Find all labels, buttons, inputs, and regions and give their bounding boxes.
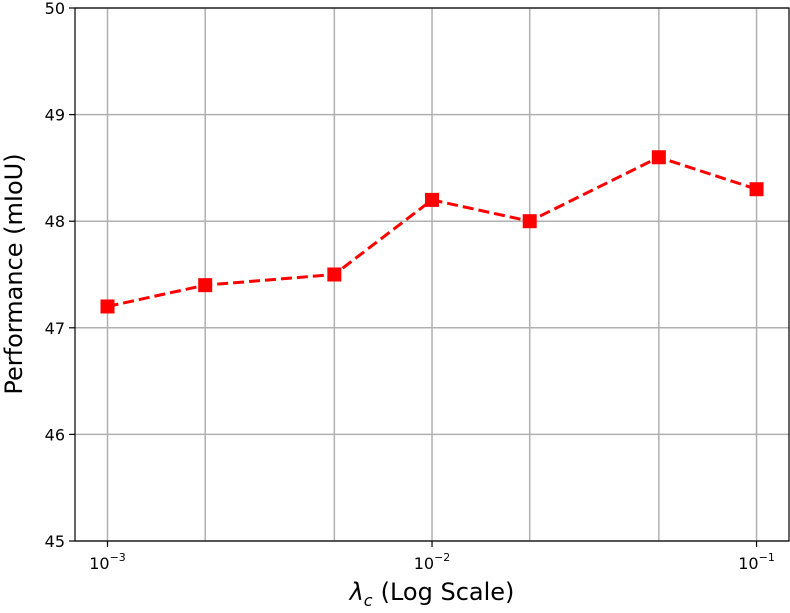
x-label-subscript: c — [364, 591, 373, 610]
x-tick-base: 10 — [738, 554, 758, 573]
y-tick-label: 46 — [45, 425, 65, 444]
data-marker — [651, 150, 666, 165]
y-tick-label: 45 — [45, 532, 65, 551]
y-tick-label: 48 — [45, 212, 65, 231]
data-marker — [327, 267, 342, 282]
x-tick-label: 10−2 — [414, 551, 451, 573]
x-tick-base: 10 — [414, 554, 434, 573]
data-marker — [425, 192, 440, 207]
data-marker — [100, 299, 115, 314]
x-tick-exponent: −2 — [434, 551, 450, 564]
y-axis-label: Performance (mIoU) — [0, 153, 28, 394]
y-tick-label: 49 — [45, 106, 65, 125]
x-tick-exponent: −3 — [110, 551, 126, 564]
y-tick-label: 50 — [45, 0, 65, 18]
y-tick-label: 47 — [45, 319, 65, 338]
data-marker — [198, 278, 213, 293]
plot-frame — [74, 7, 790, 542]
x-tick-label: 10−1 — [738, 551, 775, 573]
data-marker — [522, 214, 537, 229]
x-tick-label: 10−3 — [89, 551, 126, 573]
x-tick-exponent: −1 — [759, 551, 775, 564]
data-marker — [749, 182, 764, 197]
x-tick-base: 10 — [89, 554, 109, 573]
x-axis-label: λc (Log Scale) — [348, 578, 515, 610]
x-label-text: (Log Scale) — [381, 578, 515, 606]
x-label-symbol: λ — [348, 578, 364, 606]
